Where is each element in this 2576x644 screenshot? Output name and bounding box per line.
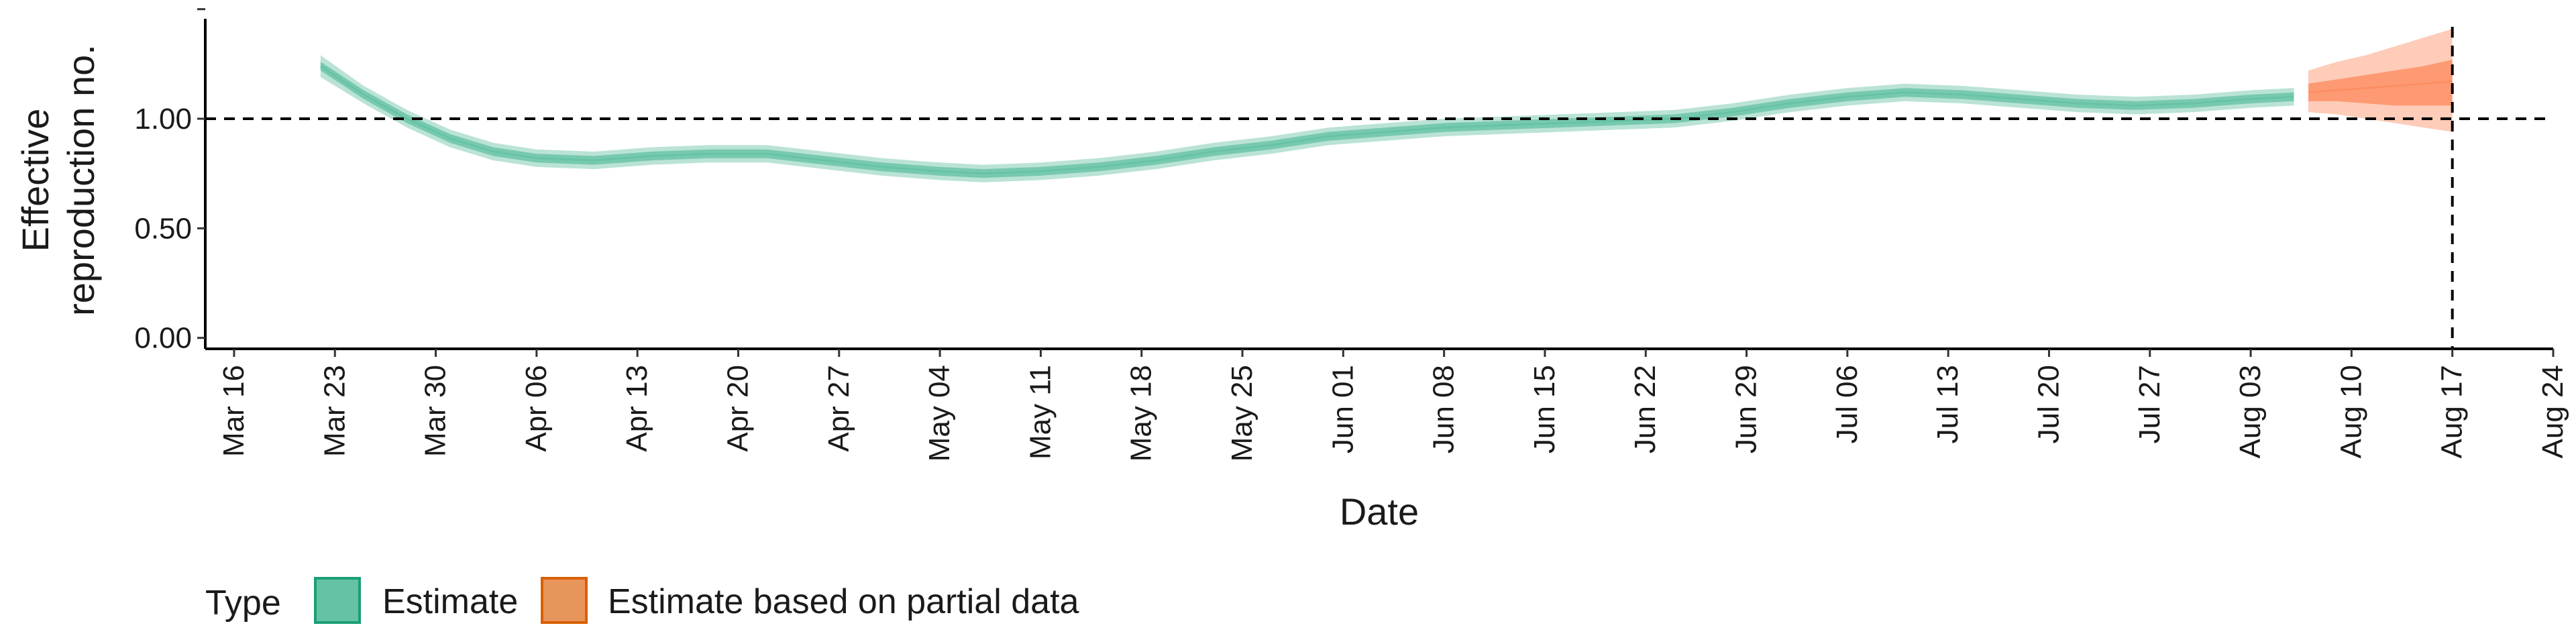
x-tick-label: Aug 10: [2334, 365, 2367, 458]
x-tick-label: Aug 17: [2436, 365, 2469, 458]
x-tick-label: May 18: [1125, 365, 1158, 462]
x-tick-label: Jul 20: [2033, 365, 2065, 443]
x-tick-label: May 25: [1226, 365, 1258, 462]
x-tick-label: Aug 03: [2234, 365, 2267, 458]
reference-lines: [205, 27, 2553, 349]
median-line-partial: [2308, 80, 2453, 94]
x-tick-label: May 11: [1024, 365, 1057, 460]
x-tick-label: Jun 08: [1428, 365, 1460, 453]
ribbon-layer: [319, 29, 2453, 182]
x-tick-label: Apr 27: [822, 365, 855, 452]
x-tick-label: May 04: [923, 365, 956, 462]
x-axis-ticks: Mar 16 Mar 23 Mar 30 Apr 06 Apr 13 Apr 20 Apr …: [217, 349, 2569, 462]
median-line-estimate: [319, 65, 2294, 175]
x-tick-label: Mar 16: [217, 365, 250, 457]
x-tick-label: Aug 24: [2536, 365, 2569, 458]
x-tick-label: Jun 15: [1528, 365, 1561, 453]
x-tick-label: Apr 06: [520, 365, 553, 452]
x-axis-title: Date: [1340, 490, 1419, 533]
x-tick-label: Jul 06: [1831, 365, 1864, 443]
y-tick-label: 0.50: [134, 212, 192, 245]
x-tick-label: Mar 30: [419, 365, 452, 457]
ribbon-inner-partial: [2308, 59, 2453, 106]
legend-key-partial: [541, 577, 588, 624]
legend-label-partial: Estimate based on partial data: [608, 582, 1079, 621]
x-tick-label: Jun 01: [1326, 365, 1359, 453]
legend-key-estimate: [314, 577, 361, 624]
x-tick-label: Jun 29: [1730, 365, 1763, 453]
y-tick-label: 0.00: [134, 322, 192, 355]
legend: Type Estimate Estimate based on partial …: [205, 577, 1079, 624]
axes: [204, 19, 2553, 350]
y-axis-title-line-1: Effective: [14, 109, 56, 252]
legend-label-estimate: Estimate: [382, 582, 518, 621]
x-tick-label: Apr 20: [722, 365, 755, 452]
legend-title: Type: [205, 584, 281, 623]
x-tick-label: Apr 13: [621, 365, 653, 452]
x-tick-label: Jul 27: [2133, 365, 2166, 443]
x-tick-label: Jul 13: [1931, 365, 1964, 443]
x-tick-label: Mar 23: [318, 365, 351, 457]
y-axis-ticks: 0.00 0.50 1.00: [134, 8, 205, 355]
x-tick-label: Jun 22: [1629, 365, 1662, 453]
y-axis-title-line-2: reproduction no.: [60, 44, 102, 316]
ribbon-outer-estimate: [320, 55, 2294, 182]
y-tick-label: 1.00: [134, 103, 192, 136]
